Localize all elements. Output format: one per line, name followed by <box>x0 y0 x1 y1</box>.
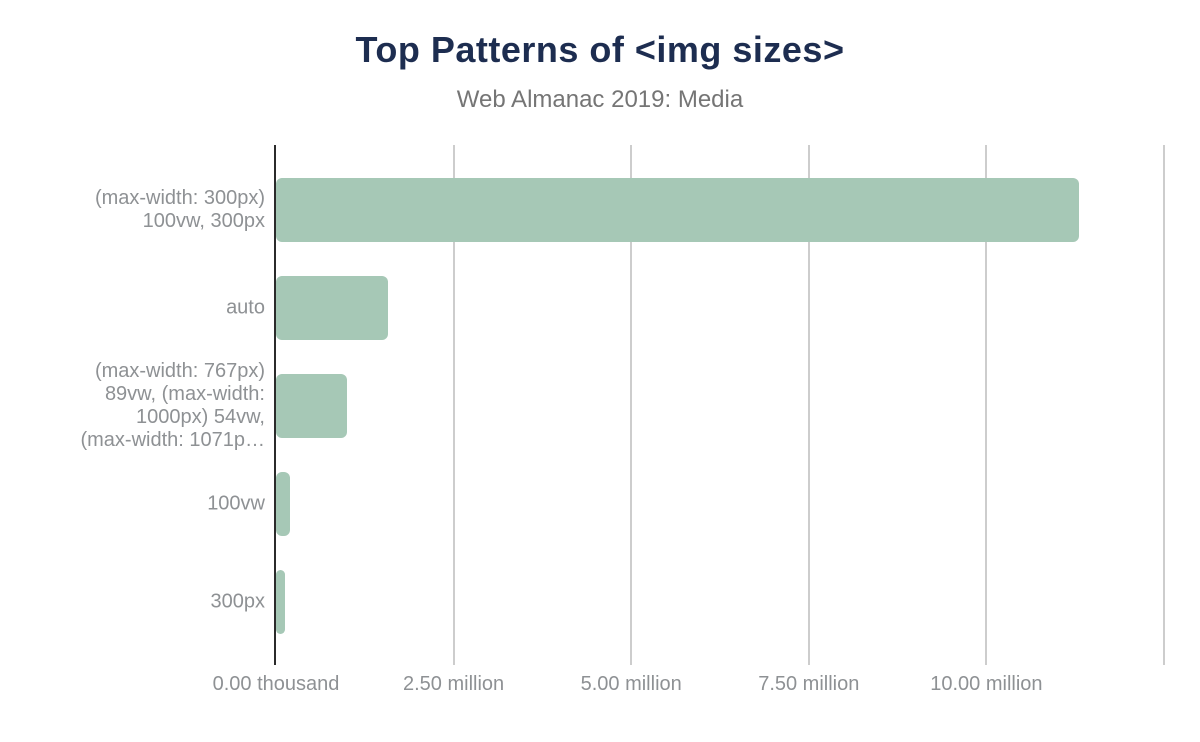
y-category-label: (max-width: 300px) 100vw, 300px <box>94 187 265 232</box>
gridline <box>452 145 455 665</box>
y-category-label: 300px <box>210 590 266 613</box>
gridline <box>985 145 988 665</box>
bar-row: (max-width: 300px) 100vw, 300px <box>95 178 1164 242</box>
y-category-label: 100vw <box>207 492 265 515</box>
gridline <box>807 145 810 665</box>
gridline <box>630 145 633 665</box>
plot-area: (max-width: 300px) 100vw, 300px auto (max-… <box>80 145 1165 665</box>
x-tick-label: 0.00 thousand <box>212 673 340 695</box>
bar <box>276 570 286 634</box>
chart-subtitle: Web Almanac 2019: Media <box>456 86 744 113</box>
bar-row: (max-width: 767px) 89vw, (max-width: 100… <box>80 360 1164 451</box>
bar <box>276 178 1079 242</box>
bar-row: 300px <box>211 570 1164 634</box>
bar <box>276 276 388 340</box>
x-axis: 0.00 thousand 2.50 million 5.00 million 7.5… <box>213 672 1164 702</box>
y-category-label: (max-width: 767px) 89vw, (max-width: 100… <box>80 360 265 451</box>
bar-row: auto <box>226 276 1164 340</box>
chart-title: Top Patterns of <img sizes> <box>355 29 845 70</box>
y-axis-line <box>274 145 276 665</box>
x-tick-label: 7.50 million <box>758 673 860 695</box>
x-tick-label: 10.00 million <box>930 673 1043 695</box>
bar <box>276 374 348 438</box>
bar-row: 100vw <box>207 472 1164 536</box>
bar <box>276 472 291 536</box>
gridline <box>1163 145 1165 665</box>
x-tick-label: 2.50 million <box>403 673 505 695</box>
y-category-label: auto <box>226 296 265 319</box>
x-tick-label: 5.00 million <box>580 673 682 695</box>
